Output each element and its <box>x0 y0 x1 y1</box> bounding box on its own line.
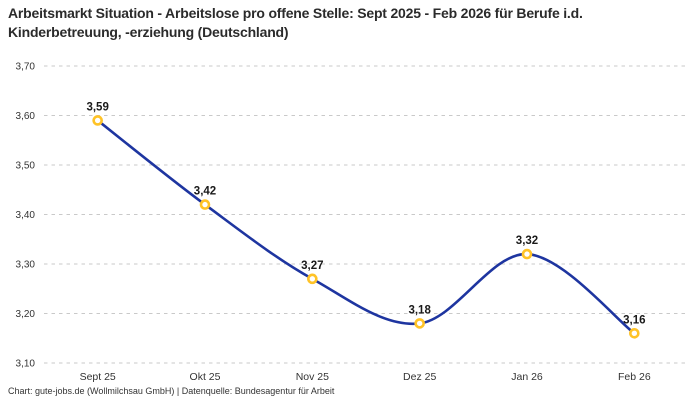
y-axis-label: 3,10 <box>16 359 36 370</box>
x-axis-label: Jan 26 <box>511 371 543 383</box>
y-axis-label: 3,60 <box>16 111 36 122</box>
chart-footer: Chart: gute-jobs.de (Wollmilchsau GmbH) … <box>8 386 335 396</box>
y-axis-label: 3,70 <box>16 62 36 73</box>
chart-title: Arbeitsmarkt Situation - Arbeitslose pro… <box>8 5 583 40</box>
data-point-label: 3,32 <box>516 235 538 247</box>
data-point-label: 3,18 <box>408 304 431 316</box>
x-axis-label: Sept 25 <box>80 371 116 383</box>
data-point-label: 3,59 <box>86 101 108 113</box>
x-axis-label: Feb 26 <box>618 371 651 383</box>
data-point-label: 3,16 <box>623 314 645 326</box>
data-point-marker <box>92 115 103 126</box>
x-axis-label: Okt 25 <box>190 371 221 383</box>
x-axis-label: Dez 25 <box>403 371 436 383</box>
x-axis-label: Nov 25 <box>296 371 329 383</box>
y-axis-label: 3,20 <box>16 309 36 320</box>
data-point-marker <box>307 273 318 285</box>
data-point-marker <box>199 199 211 210</box>
y-axis-label: 3,50 <box>16 161 36 172</box>
data-point-marker <box>414 318 425 329</box>
data-point-marker <box>629 327 640 339</box>
data-line <box>96 119 636 335</box>
y-axis-label: 3,40 <box>16 210 36 221</box>
data-point-marker <box>521 248 533 260</box>
data-point-label: 3,42 <box>194 186 216 198</box>
y-axis-label: 3,30 <box>16 260 36 271</box>
data-point-label: 3,27 <box>301 260 323 272</box>
